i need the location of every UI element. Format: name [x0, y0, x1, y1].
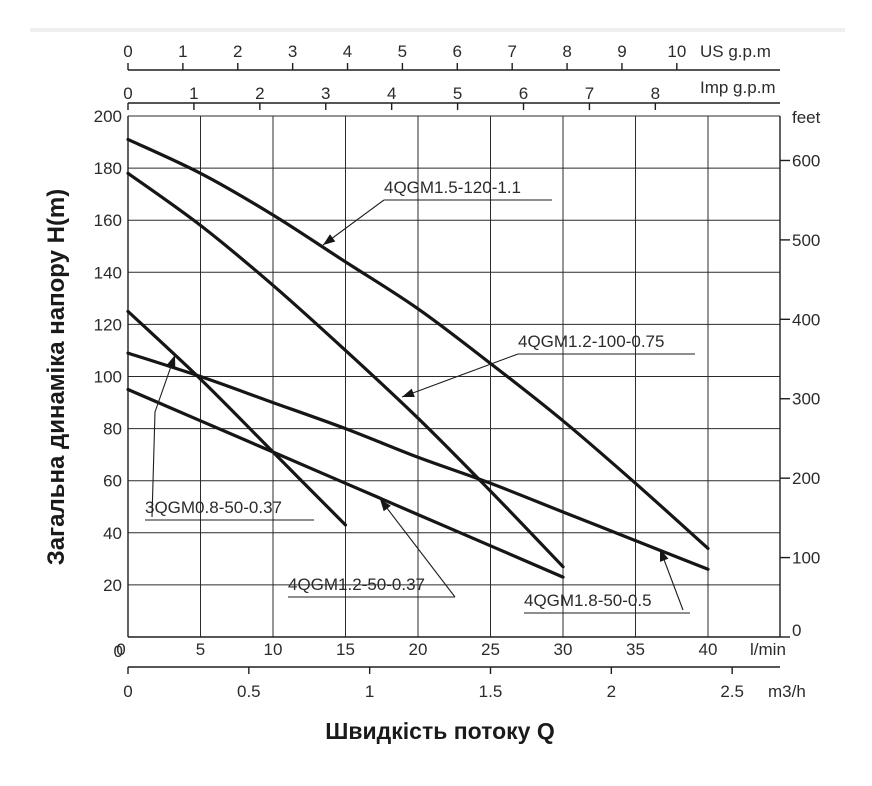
imp-gpm-tick-label: 6 [519, 84, 528, 103]
feet-tick-label: 100 [792, 549, 820, 568]
x-unit-label: l/min [750, 640, 786, 659]
imp-gpm-tick-label: 8 [651, 84, 660, 103]
label-3qgm0-8-50-0-37: 3QGM0.8-50-0.37 [145, 498, 282, 517]
feet-tick-label: 400 [792, 310, 820, 329]
y-tick-label: 20 [103, 576, 122, 595]
m3h-tick-label: 1.5 [479, 682, 503, 701]
y-tick-label: 40 [103, 524, 122, 543]
y-tick-label: 60 [103, 472, 122, 491]
imp-gpm-tick-label: 4 [387, 84, 396, 103]
label-4qgm1-2-100-0-75: 4QGM1.2-100-0.75 [518, 332, 664, 351]
imp-gpm-tick-label: 7 [585, 84, 594, 103]
label-4qgm1-2-50-0-37-leader [379, 498, 456, 598]
feet-tick-label: 0 [792, 621, 801, 640]
label-3qgm0-8-50-0-37-arrowhead [166, 355, 176, 368]
series-curves [126, 137, 710, 579]
m3h-tick-label: 1 [365, 682, 374, 701]
us-gpm-tick-label: 3 [288, 42, 297, 61]
x-tick-label: 15 [336, 640, 355, 659]
label-4qgm1-2-100-0-75-arrowhead [402, 388, 415, 398]
x-tick-label: 40 [699, 640, 718, 659]
us-gpm-tick-label: 7 [507, 42, 516, 61]
x-tick-label: 30 [554, 640, 573, 659]
x-tick-label: 0 [116, 640, 125, 659]
label-4qgm1-2-100-0-75-leader [401, 353, 519, 398]
feet-unit-label: feet [792, 108, 821, 127]
feet-tick-label: 200 [792, 469, 820, 488]
m3h-tick-label: 2.5 [720, 682, 744, 701]
x-tick-label: 10 [264, 640, 283, 659]
feet-tick-label: 300 [792, 390, 820, 409]
m3h-unit-label: m3/h [768, 682, 806, 701]
y-tick-label: 120 [94, 315, 122, 334]
curve-4qgm1-5-120-1-1 [126, 137, 710, 550]
y-axis-title: Загальна динаміка напору H(m) [43, 189, 70, 566]
us-gpm-tick-label: 6 [453, 42, 462, 61]
us-gpm-tick-label: 0 [123, 42, 132, 61]
y-zero-label: 0 [114, 642, 123, 661]
y-tick-label: 140 [94, 263, 122, 282]
us-gpm-tick-label: 9 [617, 42, 626, 61]
us-gpm-tick-label: 8 [562, 42, 571, 61]
y-tick-label: 100 [94, 368, 122, 387]
curve-4qgm1-2-100-0-75 [126, 171, 565, 569]
m3h-tick-label: 0 [123, 682, 132, 701]
us-gpm-tick-label: 4 [343, 42, 352, 61]
series-labels: 4QGM1.5-120-1.1 4QGM1.2-100-0.75 3QGM0.8-5… [145, 178, 695, 614]
us-gpm-tick-label: 1 [178, 42, 187, 61]
label-4qgm1-8-50-0-5: 4QGM1.8-50-0.5 [524, 591, 652, 610]
imp-gpm-tick-label: 3 [321, 84, 330, 103]
y-tick-label: 160 [94, 211, 122, 230]
x-tick-label: 20 [409, 640, 428, 659]
us-gpm-tick-label: 2 [233, 42, 242, 61]
x-tick-label: 35 [626, 640, 645, 659]
label-4qgm1-2-50-0-37-arrowhead [380, 499, 391, 512]
feet-tick-label: 600 [792, 151, 820, 170]
feet-tick-label: 500 [792, 231, 820, 250]
x-tick-label: 25 [481, 640, 500, 659]
m3h-tick-label: 2 [607, 682, 616, 701]
label-4qgm1-5-120-1-1-arrowhead [323, 234, 336, 245]
m3h-tick-label: 0.5 [237, 682, 261, 701]
curve-4qgm1-8-50-0-5 [126, 351, 710, 571]
y-tick-label: 180 [94, 159, 122, 178]
label-4qgm1-5-120-1-1-leader [322, 199, 385, 246]
y-tick-label: 200 [94, 107, 122, 126]
curve-4qgm1-2-50-0-37 [126, 387, 565, 579]
us-gpm-unit-label: US g.p.m [700, 42, 771, 61]
us-gpm-tick-label: 10 [667, 42, 686, 61]
us-gpm-tick-label: 5 [398, 42, 407, 61]
curve-3qgm0-8-50-0-37 [126, 309, 348, 527]
imp-gpm-tick-label: 1 [189, 84, 198, 103]
y-tick-label: 80 [103, 420, 122, 439]
label-4qgm1-8-50-0-5-arrowhead [660, 549, 669, 562]
imp-gpm-tick-label: 0 [123, 84, 132, 103]
imp-gpm-unit-label: Imp g.p.m [700, 78, 776, 97]
label-4qgm1-2-50-0-37: 4QGM1.2-50-0.37 [288, 575, 425, 594]
x-tick-label: 5 [196, 640, 205, 659]
imp-gpm-tick-label: 2 [255, 84, 264, 103]
top-divider [30, 28, 845, 32]
x-axis-title: Швидкість потоку Q [325, 718, 554, 744]
label-4qgm1-5-120-1-1: 4QGM1.5-120-1.1 [384, 178, 521, 197]
grid-lines [127, 115, 780, 637]
label-3qgm0-8-50-0-37-leader [151, 354, 176, 518]
imp-gpm-tick-label: 5 [453, 84, 462, 103]
